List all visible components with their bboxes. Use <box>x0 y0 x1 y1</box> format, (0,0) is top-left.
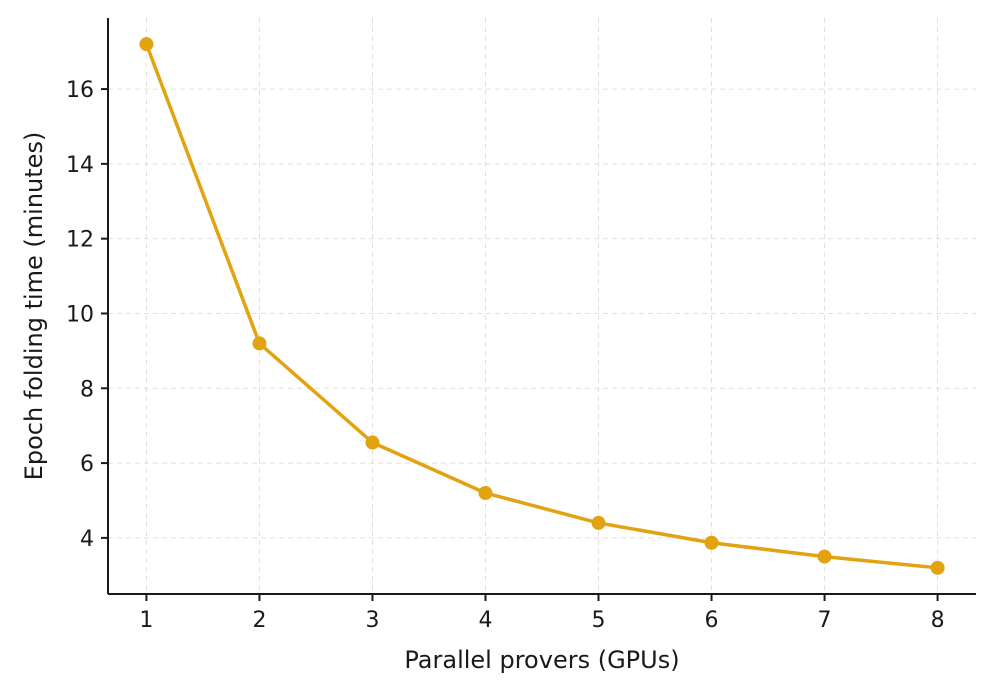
series-line <box>144 43 938 570</box>
data-point <box>139 37 154 52</box>
x-tick-label: 2 <box>252 608 266 633</box>
y-axis-label: Epoch folding time (minutes) <box>20 132 48 481</box>
data-point <box>252 336 267 351</box>
data-point <box>930 560 945 575</box>
y-tick-label: 4 <box>80 527 94 552</box>
data-point <box>365 435 380 450</box>
x-tick-label: 6 <box>705 608 719 633</box>
x-tick-label: 4 <box>478 608 492 633</box>
y-tick-label: 10 <box>66 302 94 327</box>
data-point <box>478 486 493 501</box>
x-tick-label: 8 <box>931 608 945 633</box>
data-point <box>704 535 719 550</box>
data-point <box>591 515 606 530</box>
y-tick-label: 14 <box>66 153 94 178</box>
y-tick-label: 8 <box>80 377 94 402</box>
y-tick-label: 16 <box>66 78 94 103</box>
data-point <box>817 549 832 564</box>
x-tick-label: 1 <box>139 608 153 633</box>
x-axis-label: Parallel provers (GPUs) <box>404 646 679 674</box>
series-layer <box>139 37 945 575</box>
x-tick-label: 3 <box>365 608 379 633</box>
x-tick-label: 5 <box>592 608 606 633</box>
y-tick-label: 6 <box>80 452 94 477</box>
y-tick-label: 12 <box>66 228 94 253</box>
grid-lines <box>108 18 976 594</box>
x-tick-label: 7 <box>818 608 832 633</box>
